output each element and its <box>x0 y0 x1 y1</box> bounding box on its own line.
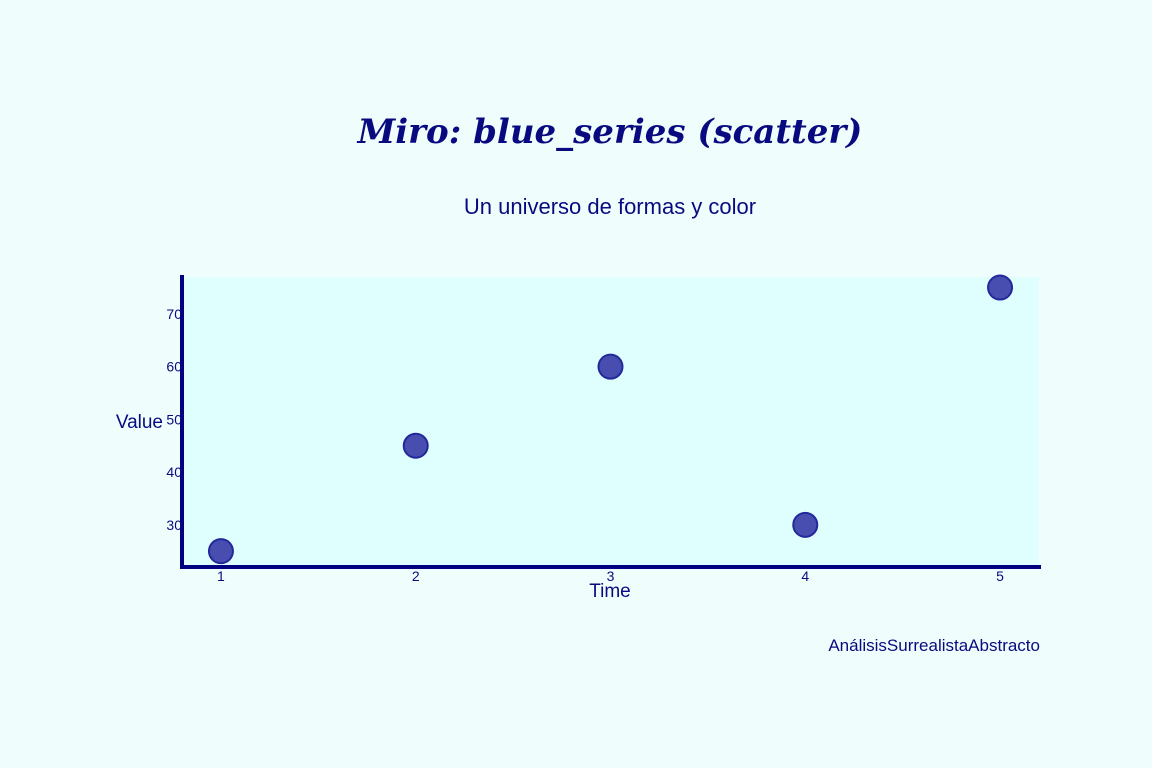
x-tick-label: 5 <box>996 568 1004 584</box>
y-tick-label: 70 <box>166 306 182 322</box>
x-tick-label: 3 <box>607 568 615 584</box>
y-tick-labels: 30 40 50 60 70 <box>166 306 182 533</box>
chart-title: Miro: blue_series (scatter) <box>357 112 863 152</box>
y-axis-label: Value <box>116 412 163 433</box>
scatter-point <box>207 538 234 565</box>
footer-caption: AnálisisSurrealistaAbstracto <box>828 636 1040 655</box>
x-tick-label: 4 <box>801 568 809 584</box>
scatter-point <box>987 274 1014 301</box>
data-points <box>207 274 1014 565</box>
x-axis-label: Time <box>589 581 631 602</box>
scatter-point <box>792 511 819 538</box>
chart-subtitle: Un universo de formas y color <box>464 194 756 219</box>
y-tick-label: 60 <box>166 359 182 375</box>
plot-area <box>182 277 1039 567</box>
y-tick-label: 50 <box>166 411 182 427</box>
y-tick-label: 30 <box>166 517 182 533</box>
scatter-point <box>402 432 429 459</box>
y-tick-label: 40 <box>166 464 182 480</box>
x-tick-label: 2 <box>412 568 420 584</box>
x-tick-label: 1 <box>217 568 225 584</box>
x-tick-labels: 1 2 3 4 5 <box>217 568 1004 584</box>
scatter-point <box>597 353 624 380</box>
